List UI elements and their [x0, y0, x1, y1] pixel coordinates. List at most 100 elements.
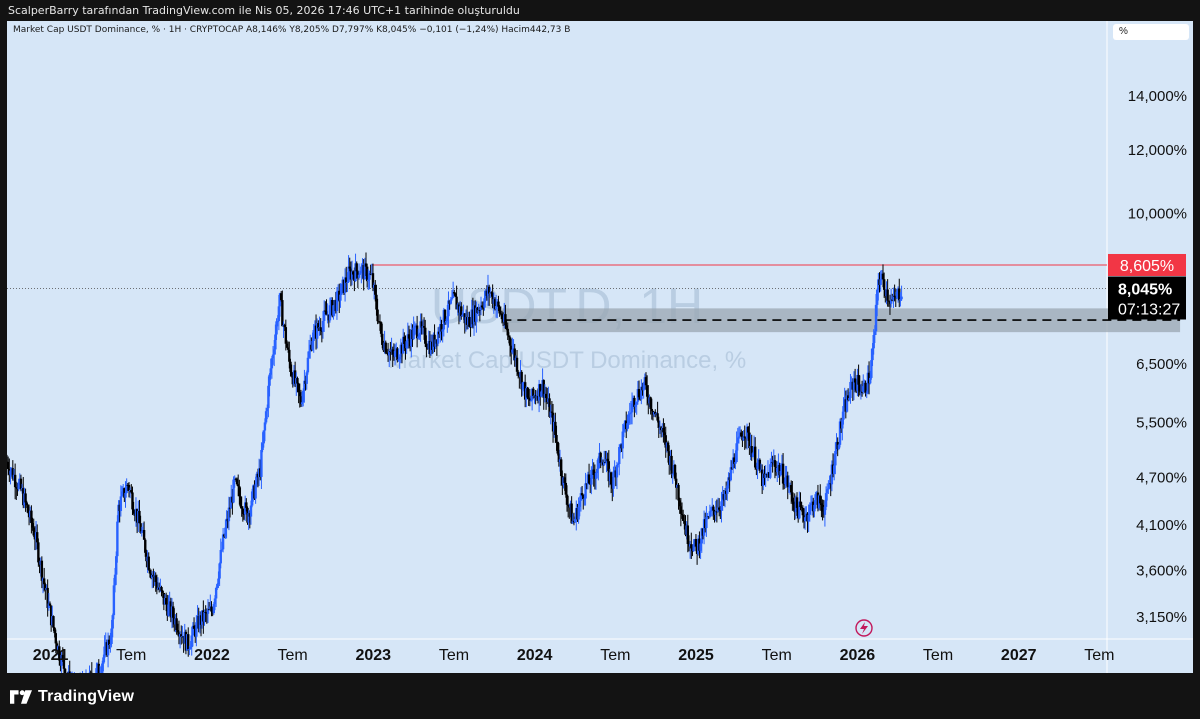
candle-body	[482, 307, 485, 309]
scale-unit-button[interactable]: %	[1113, 24, 1189, 40]
candle-body	[826, 489, 829, 494]
candle-body	[195, 622, 198, 637]
candle-body	[670, 455, 673, 475]
candle-body	[480, 305, 484, 308]
candle-body	[263, 422, 267, 431]
candle-body	[324, 310, 327, 312]
candle-body	[497, 301, 500, 307]
candle-body	[528, 398, 532, 402]
y-tick-label: 3,600%	[1136, 562, 1187, 579]
candle-body	[261, 443, 264, 450]
last-price-label-bg	[1108, 276, 1186, 320]
x-tick-label: Tem	[439, 647, 469, 664]
candle-body	[286, 347, 290, 350]
candle-body	[889, 299, 893, 304]
candle-body	[895, 291, 899, 299]
candle-body	[615, 465, 619, 478]
candle-body	[870, 360, 873, 378]
candle-body	[563, 477, 566, 483]
y-tick-label: 10,000%	[1128, 205, 1187, 222]
candle-body	[302, 390, 305, 403]
candle-body	[58, 646, 61, 661]
candle-body	[526, 388, 529, 398]
candle-body	[871, 348, 874, 361]
candle-body	[487, 286, 491, 294]
candle-body	[827, 488, 830, 490]
candle-body	[879, 279, 882, 285]
candle-body	[47, 603, 51, 608]
candle-body	[681, 514, 685, 521]
candle-body	[570, 503, 573, 524]
candle-body	[175, 618, 178, 631]
candle-body	[748, 432, 751, 449]
candle-body	[520, 371, 523, 390]
candle-body	[413, 325, 416, 328]
candle-body	[116, 521, 119, 557]
candle-body	[455, 296, 458, 310]
candle-body	[597, 458, 600, 469]
candle-body	[813, 504, 816, 512]
candle-body	[119, 496, 123, 512]
candle-body	[762, 473, 765, 486]
candle-body	[127, 484, 131, 491]
candle-body	[726, 485, 729, 494]
candle-body	[376, 309, 379, 322]
tradingview-logo[interactable]: TradingView	[10, 687, 134, 707]
candle-body	[565, 494, 569, 505]
candle-body	[640, 386, 643, 400]
candle-body	[830, 464, 834, 485]
candle-body	[798, 501, 801, 519]
candle-body	[579, 493, 583, 501]
candle-body	[705, 517, 708, 529]
candle-body	[510, 345, 513, 353]
candle-body	[217, 578, 220, 585]
candle-body	[25, 502, 28, 506]
candle-body	[139, 523, 142, 533]
candle-body	[837, 444, 841, 449]
candle-body	[15, 487, 18, 489]
candle-body	[62, 658, 66, 669]
candle-body	[317, 323, 320, 329]
candle-body	[138, 510, 141, 524]
candle-body	[271, 354, 275, 359]
candle-body	[548, 398, 551, 417]
candle-body	[30, 510, 33, 524]
candle-body	[171, 606, 175, 618]
candle-body	[634, 404, 637, 407]
candle-body	[61, 654, 64, 659]
candle-body	[371, 273, 375, 288]
candle-body	[147, 556, 150, 570]
candle-body	[297, 383, 300, 393]
candle-body	[176, 630, 179, 633]
candle-body	[521, 382, 525, 390]
candle-body	[549, 411, 552, 417]
candle-body	[403, 336, 406, 345]
candle-body	[628, 413, 631, 415]
candle-body	[666, 442, 670, 452]
candle-body	[723, 490, 727, 500]
candle-body	[559, 459, 563, 477]
candle-body	[352, 271, 355, 275]
candle-body	[374, 284, 377, 295]
candle-body	[828, 483, 831, 489]
candle-body	[249, 505, 253, 517]
candle-body	[224, 527, 227, 537]
chart-panel[interactable]: USDT.D, 1H Market Cap USDT Dominance, % 14…	[7, 21, 1193, 673]
candle-body	[279, 293, 283, 301]
candle-body	[238, 486, 241, 497]
candle-body	[103, 646, 106, 658]
y-tick-label: 5,500%	[1136, 414, 1187, 431]
candle-body	[319, 327, 322, 331]
candle-body	[419, 321, 422, 335]
footer-bar: TradingView	[0, 673, 1200, 719]
candle-body	[161, 590, 164, 593]
candle-body	[709, 510, 713, 512]
candle-body	[747, 426, 750, 433]
candle-body	[220, 549, 224, 551]
candle-body	[277, 306, 281, 322]
candle-body	[247, 513, 250, 523]
candle-body	[733, 457, 736, 464]
candle-body	[187, 634, 190, 650]
candle-body	[852, 378, 856, 390]
